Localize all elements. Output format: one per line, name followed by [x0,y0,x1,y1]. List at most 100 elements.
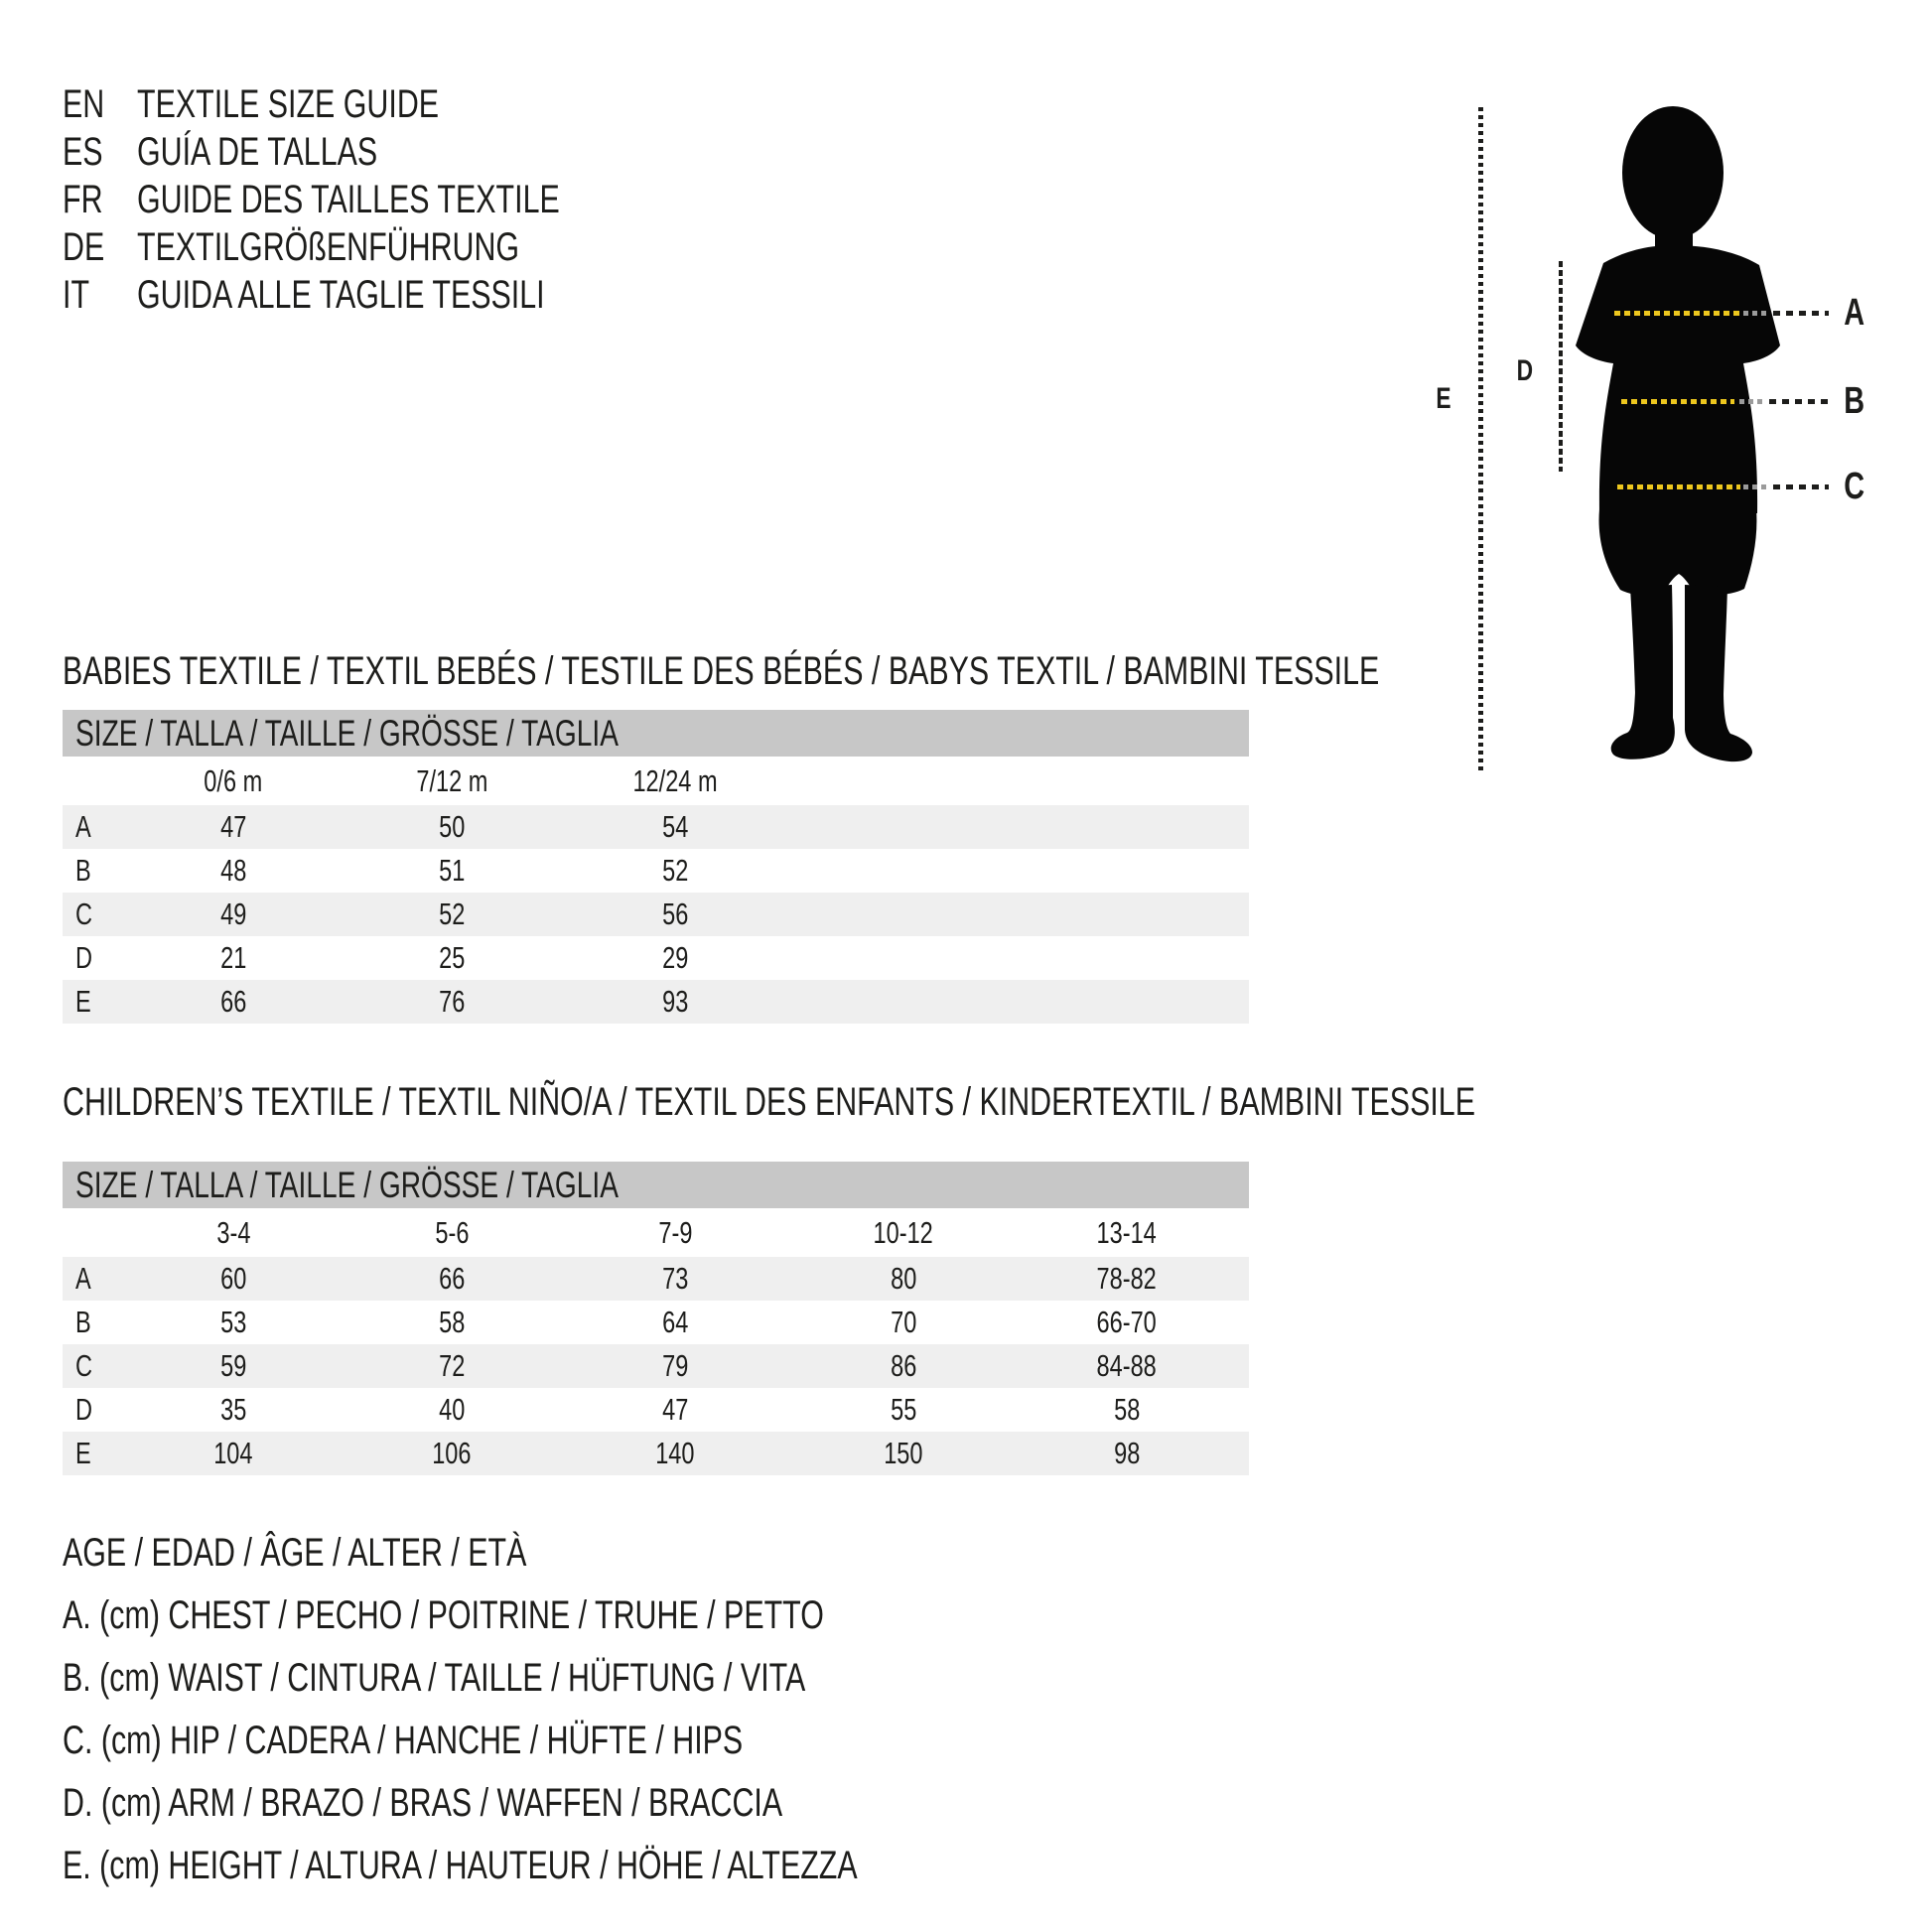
table-cell: 52 [661,853,689,888]
table-cell: 47 [219,809,247,844]
table-cell: 66 [219,984,247,1019]
waist-measure-line-fade [1739,399,1765,404]
table-cell: 50 [438,809,466,844]
column-header: 0/6 m [204,762,263,798]
table-cell [63,1208,124,1257]
title-row-es: ES GUÍA DE TALLAS [63,128,693,176]
title-row-en: EN TEXTILE SIZE GUIDE [63,80,693,128]
table-cell: 35 [219,1392,247,1427]
row-label: A [75,1261,91,1296]
hip-measure-line-fade [1743,484,1769,489]
table-row: A 47 50 54 [63,805,1249,849]
row-label: C [75,1348,93,1383]
table-cell: 55 [890,1392,917,1427]
babies-section-title: BABIES TEXTILE / TEXTIL BEBÉS / TESTILE … [63,648,1380,693]
legend-line-waist: B. (cm) WAIST / CINTURA / TAILLE / HÜFTU… [63,1656,806,1700]
title-row-de: DE TEXTILGRÖßENFÜHRUNG [63,223,693,271]
table-row: E 66 76 93 [63,980,1249,1024]
table-cell: 21 [219,940,247,975]
column-header: 7/12 m [415,762,488,798]
marker-label-a: A [1844,292,1865,334]
lang-code-en: EN [63,81,105,126]
chest-measure-line-black [1773,311,1829,316]
table-cell: 140 [655,1436,695,1470]
table-row: B 48 51 52 [63,849,1249,893]
table-cell: 84-88 [1096,1348,1158,1383]
table-cell: 47 [661,1392,689,1427]
table-cell: 66 [438,1261,466,1296]
table-cell: 66-70 [1096,1305,1158,1339]
row-label: C [75,897,93,931]
table-cell: 78-82 [1096,1261,1158,1296]
table-cell: 29 [661,940,689,975]
babies-column-header-row: 0/6 m 7/12 m 12/24 m [63,757,1249,805]
chest-measure-line-yellow [1614,311,1739,316]
table-cell [789,849,1249,893]
row-label: D [75,940,93,975]
table-cell: 59 [219,1348,247,1383]
language-title-block: EN TEXTILE SIZE GUIDE ES GUÍA DE TALLAS … [63,80,693,319]
children-size-table: SIZE / TALLA / TAILLE / GRÖSSE / TAGLIA … [63,1162,1249,1475]
table-cell: 58 [438,1305,466,1339]
lang-code-it: IT [63,272,90,317]
table-cell: 54 [661,809,689,844]
children-size-header-band: SIZE / TALLA / TAILLE / GRÖSSE / TAGLIA [63,1162,1249,1208]
column-header: 12/24 m [632,762,718,798]
row-label: B [75,1305,91,1339]
table-row: D 21 25 29 [63,936,1249,980]
measurement-legend: AGE / EDAD / ÂGE / ALTER / ETÀ A. (cm) C… [63,1522,1108,1897]
table-cell: 25 [438,940,466,975]
waist-measure-line-yellow [1621,399,1734,404]
table-cell: 52 [438,897,466,931]
column-header: 13-14 [1096,1214,1158,1250]
legend-line-age: AGE / EDAD / ÂGE / ALTER / ETÀ [63,1531,527,1575]
chest-measure-line-fade [1743,311,1769,316]
marker-label-e: E [1436,382,1451,415]
table-row: C 49 52 56 [63,893,1249,936]
legend-line-arm: D. (cm) ARM / BRAZO / BRAS / WAFFEN / BR… [63,1781,783,1825]
table-cell: 60 [219,1261,247,1296]
row-label: E [75,984,91,1019]
table-cell: 73 [661,1261,689,1296]
table-cell: 53 [219,1305,247,1339]
table-cell: 51 [438,853,466,888]
row-label: B [75,853,91,888]
table-cell: 86 [890,1348,917,1383]
title-fr: GUIDE DES TAILLES TEXTILE [137,177,560,221]
table-cell [1236,1301,1249,1344]
row-label: D [75,1392,93,1427]
table-cell [1236,1432,1249,1475]
table-cell: 64 [661,1305,689,1339]
column-header: 5-6 [434,1214,470,1250]
marker-label-b: B [1844,380,1865,422]
table-cell [789,980,1249,1024]
lang-code-fr: FR [63,177,103,221]
table-cell: 93 [661,984,689,1019]
table-cell: 56 [661,897,689,931]
table-cell: 79 [661,1348,689,1383]
table-row: B 53 58 64 70 66-70 [63,1301,1249,1344]
table-cell [789,757,1249,805]
height-measure-dotted-line [1478,107,1483,774]
waist-measure-line-black [1769,399,1829,404]
title-row-it: IT GUIDA ALLE TAGLIE TESSILI [63,271,693,319]
title-en: TEXTILE SIZE GUIDE [137,81,440,126]
column-header: 10-12 [873,1214,934,1250]
table-cell: 58 [1113,1392,1141,1427]
table-row: E 104 106 140 150 98 [63,1432,1249,1475]
table-cell: 40 [438,1392,466,1427]
table-cell: 98 [1113,1436,1141,1470]
hip-measure-line-yellow [1617,484,1740,489]
table-row: A 60 66 73 80 78-82 [63,1257,1249,1301]
table-cell [789,893,1249,936]
table-cell [63,757,124,805]
table-cell: 70 [890,1305,917,1339]
table-cell: 150 [884,1436,923,1470]
arm-measure-dashed-line [1559,261,1563,472]
children-column-header-row: 3-4 5-6 7-9 10-12 13-14 [63,1208,1249,1257]
lang-code-es: ES [63,129,103,174]
table-cell [789,936,1249,980]
table-cell [1236,1388,1249,1432]
table-cell: 104 [213,1436,253,1470]
